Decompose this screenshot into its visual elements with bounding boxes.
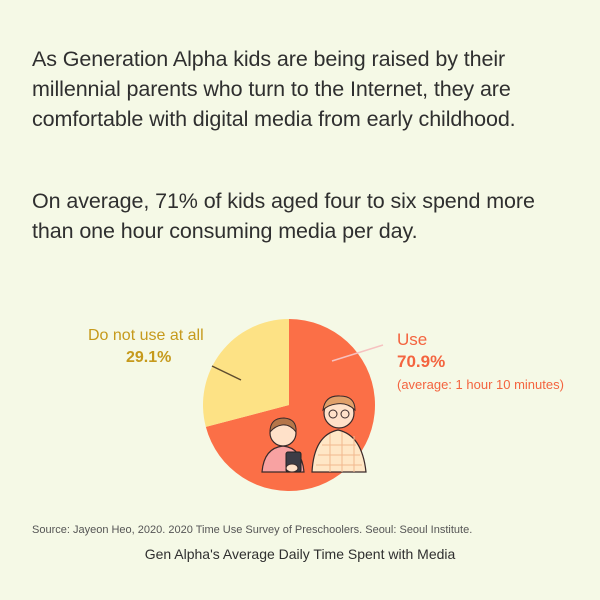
source-note: Source: Jayeon Heo, 2020. 2020 Time Use … (32, 524, 473, 536)
chart-title: Gen Alpha's Average Daily Time Spent wit… (144, 546, 456, 562)
intro-paragraph-2: On average, 71% of kids aged four to six… (32, 189, 535, 243)
intro-paragraph-1: As Generation Alpha kids are being raise… (32, 47, 516, 131)
no-use-slice-label: Do not use at all (88, 327, 204, 344)
use-slice-label: Use (397, 330, 428, 349)
no-use-slice-value: 29.1% (126, 349, 172, 366)
no-use-leader-line (211, 365, 242, 381)
pie-slice-no-use (203, 319, 289, 427)
family-illustration (261, 395, 367, 473)
use-leader-line (331, 344, 384, 362)
pie-chart (203, 319, 384, 491)
use-slice-note: (average: 1 hour 10 minutes) (397, 377, 564, 392)
use-slice-value: 70.9% (397, 352, 446, 371)
